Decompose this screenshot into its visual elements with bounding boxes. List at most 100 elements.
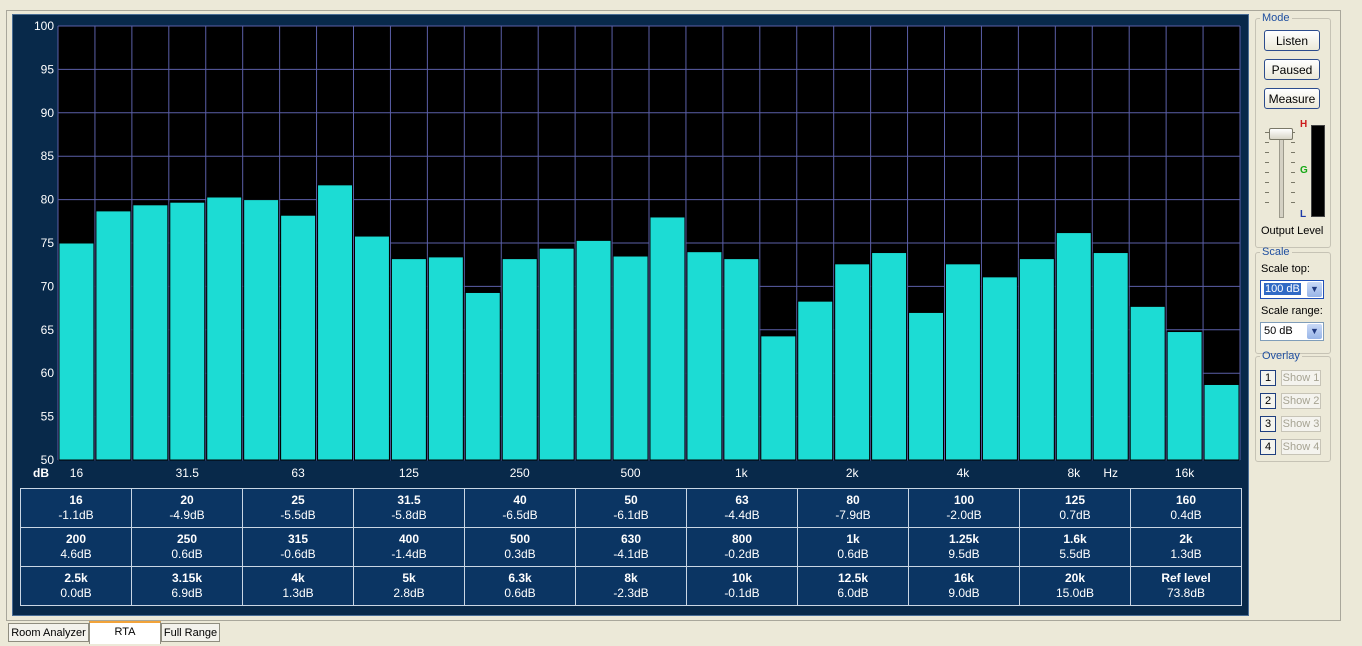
tab-room-analyzer[interactable]: Room Analyzer [8,623,89,642]
meter-good-label: G [1300,165,1308,176]
band-value: -2.0dB [946,508,982,522]
show-1-button[interactable]: Show 1 [1281,370,1321,386]
band-label: 12.5k [837,571,869,585]
scale-top-select[interactable]: 100 dB ▼ [1260,280,1324,299]
show-4-button[interactable]: Show 4 [1281,439,1321,455]
band-cell: 6.3k 0.6dB [464,566,576,606]
band-cell: 63 -4.4dB [686,488,798,528]
bar [132,204,169,461]
band-value: 0.3dB [504,547,536,561]
show-2-button[interactable]: Show 2 [1281,393,1321,409]
band-label: 8k [624,571,638,585]
meter-low-label: L [1300,209,1307,220]
band-value: 5.5dB [1059,547,1091,561]
scale-range-select[interactable]: 50 dB ▼ [1260,322,1324,341]
band-cell: 20 -4.9dB [131,488,243,528]
measure-button[interactable]: Measure [1264,88,1320,109]
band-value: -0.2dB [724,547,760,561]
band-value: 1.3dB [1170,547,1202,561]
band-label: 160 [1175,493,1197,507]
band-value: 0.6dB [837,547,869,561]
table-row: 16 -1.1dB 20 -4.9dB 25 -5.5dB 31.5 -5.8dB 40 -6.5… [20,488,1242,528]
band-values-table: 16 -1.1dB 20 -4.9dB 25 -5.5dB 31.5 -5.8dB 40 -6.5… [20,488,1242,606]
band-cell: 10k -0.1dB [686,566,798,606]
bar [760,335,797,461]
chevron-down-icon[interactable]: ▼ [1307,282,1322,297]
band-cell: 400 -1.4dB [353,527,465,567]
bar [169,201,206,461]
x-tick-label: 1k [735,466,749,480]
band-value: -4.1dB [613,547,649,561]
band-cell: 3.15k 6.9dB [131,566,243,606]
y-tick-label: 65 [41,323,55,337]
band-cell: 100 -2.0dB [908,488,1020,528]
band-label: 16k [953,571,975,585]
band-value: 73.8dB [1166,586,1206,600]
band-label: 80 [846,493,860,507]
bar [280,214,317,461]
band-label: 16 [69,493,83,507]
bar [1018,258,1055,461]
band-label: 4k [291,571,305,585]
table-row: 2.5k 0.0dB 3.15k 6.9dB 4k 1.3dB 5k 2.8dB 6.3k 0.6… [20,566,1242,606]
bar [206,196,243,461]
overlay-1-button[interactable]: 1 [1260,370,1276,386]
band-value: 0.4dB [1170,508,1202,522]
overlay-4-button[interactable]: 4 [1260,439,1276,455]
y-tick-label: 70 [41,279,55,293]
band-cell: 5k 2.8dB [353,566,465,606]
band-label: 25 [291,493,305,507]
tab-rta[interactable]: RTA [89,621,161,644]
bar [945,263,981,461]
band-value: 9.5dB [948,547,980,561]
listen-button[interactable]: Listen [1264,30,1320,51]
band-value: -5.5dB [280,508,316,522]
band-label: 3.15k [171,571,203,585]
chevron-down-icon[interactable]: ▼ [1307,324,1322,339]
band-value: -0.6dB [280,547,316,561]
x-tick-label: 4k [957,466,971,480]
x-tick-label: 500 [621,466,641,480]
band-label: 315 [287,532,309,546]
band-label: 100 [953,493,975,507]
paused-button[interactable]: Paused [1264,59,1320,80]
band-cell: 8k -2.3dB [575,566,687,606]
y-tick-label: 85 [41,149,55,163]
band-value: 0.6dB [171,547,203,561]
bar [354,235,390,461]
bar [58,242,95,461]
band-value: -4.9dB [169,508,205,522]
bar [501,258,538,461]
x-tick-label: 8k [1067,466,1081,480]
overlay-2-button[interactable]: 2 [1260,393,1276,409]
scale-group: Scale [1255,246,1331,354]
y-axis-unit-label: dB [33,466,49,480]
band-value: -6.1dB [613,508,649,522]
band-label: 10k [731,571,753,585]
bar [538,247,575,461]
tab-full-range[interactable]: Full Range [161,623,220,642]
bar [723,258,760,461]
band-cell: 31.5 -5.8dB [353,488,465,528]
scale-top-label: Scale top: [1261,263,1310,275]
band-cell: 50 -6.1dB [575,488,687,528]
output-level-slider[interactable] [1265,124,1295,220]
bar [1129,305,1166,461]
slider-thumb[interactable] [1269,128,1293,140]
table-row: 200 4.6dB 250 0.6dB 315 -0.6dB 400 -1.4dB 500 0.3… [20,527,1242,567]
band-label: 800 [731,532,753,546]
band-value: -6.5dB [502,508,538,522]
overlay-3-button[interactable]: 3 [1260,416,1276,432]
x-tick-label: 31.5 [176,466,200,480]
overlay-group: Overlay [1255,350,1331,462]
band-cell: 500 0.3dB [464,527,576,567]
bar [317,184,353,461]
bar [908,311,944,461]
band-value: 9.0dB [948,586,980,600]
show-3-button[interactable]: Show 3 [1281,416,1321,432]
bar [95,210,132,461]
band-value: 6.9dB [171,586,203,600]
y-tick-label: 50 [41,453,55,467]
y-tick-label: 75 [41,236,55,250]
bar [464,291,501,461]
